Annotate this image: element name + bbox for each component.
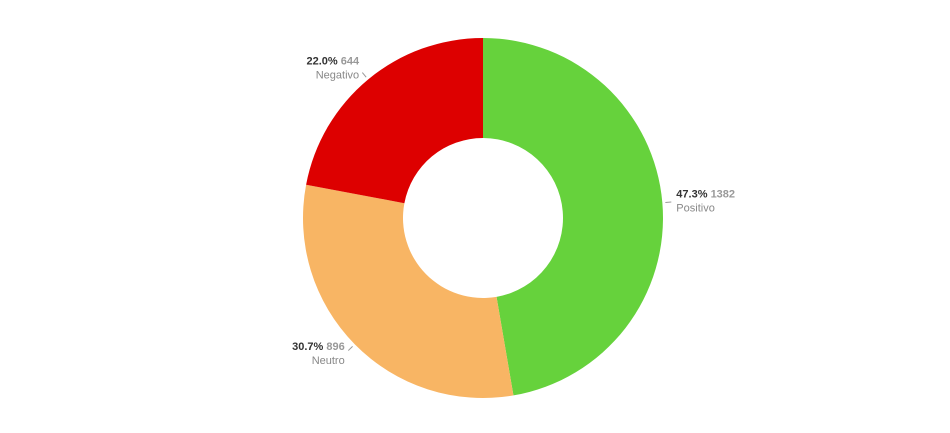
slice <box>483 38 664 396</box>
percent-label: 30.7% <box>292 341 323 353</box>
slice-label: 30.7% 896 <box>292 341 345 353</box>
category-label: Positivo <box>676 202 715 214</box>
leader-line <box>361 72 367 78</box>
leader-line <box>347 345 353 351</box>
percent-label: 47.3% <box>676 188 707 200</box>
slice-label: 22.0% 644 <box>307 56 361 68</box>
slice <box>306 38 483 204</box>
slice-label: 47.3% 1382 <box>676 188 735 200</box>
category-label: Neutro <box>312 355 345 367</box>
count-label: 1382 <box>711 188 735 200</box>
leader-line <box>665 201 672 203</box>
count-label: 896 <box>326 341 344 353</box>
category-label: Negativo <box>316 70 359 82</box>
percent-label: 22.0% <box>307 56 338 68</box>
count-label: 644 <box>341 56 360 68</box>
slice <box>303 184 514 398</box>
